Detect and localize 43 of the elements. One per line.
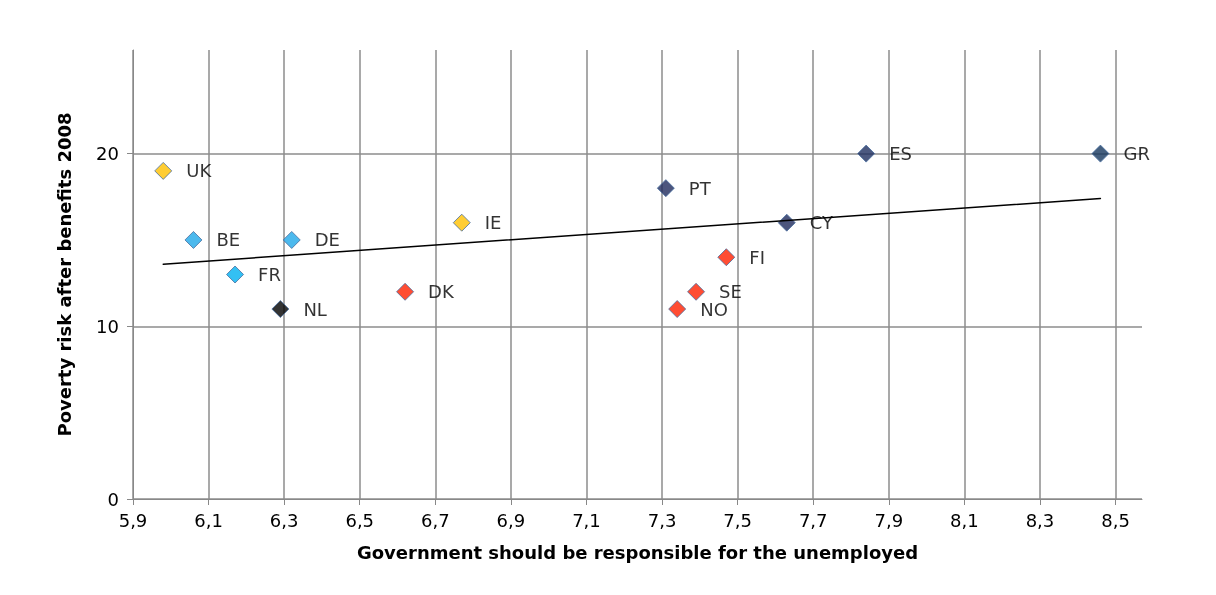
series-label: DE <box>314 229 340 251</box>
point <box>271 300 290 319</box>
x-tick-label: 8,1 <box>950 509 979 531</box>
series-label: GR <box>1123 143 1150 165</box>
x-tick-label: 7,7 <box>798 509 828 531</box>
point <box>282 230 301 249</box>
series-label: DK <box>428 281 455 303</box>
series-label: NL <box>303 298 327 320</box>
x-tick-label: 5,9 <box>118 509 148 531</box>
x-tick-label: 6,9 <box>496 509 526 531</box>
series-label: UK <box>186 160 213 182</box>
x-tick-label: 6,3 <box>269 509 299 531</box>
series-label: IE <box>484 212 502 234</box>
x-tick-label: 7,1 <box>572 509 601 531</box>
point <box>656 179 675 198</box>
x-tick-label: 8,5 <box>1101 509 1130 531</box>
point <box>154 161 173 180</box>
x-tick-label: 7,9 <box>874 509 904 531</box>
point <box>687 282 706 301</box>
series-label: PT <box>688 177 712 199</box>
y-tick-label: 20 <box>96 143 119 165</box>
point <box>857 144 876 163</box>
y-tick-label: 0 <box>107 488 119 510</box>
x-tick-label: 6,7 <box>421 509 450 531</box>
x-tick-label: 6,5 <box>345 509 375 531</box>
x-tick-label: 6,1 <box>194 509 223 531</box>
x-axis-title: Government should be responsible for the unemployed <box>356 541 919 563</box>
y-tick-label: 10 <box>96 315 119 337</box>
point <box>1091 144 1110 163</box>
x-tick-label: 7,3 <box>647 509 677 531</box>
point <box>226 265 245 284</box>
series-label: FI <box>749 246 765 268</box>
point <box>396 282 415 301</box>
point <box>452 213 471 232</box>
point <box>668 300 687 319</box>
series-label: BE <box>216 229 241 251</box>
x-tick-label: 7,5 <box>723 509 752 531</box>
point <box>184 230 203 249</box>
series-label: ES <box>889 143 912 165</box>
series-label: FR <box>258 264 281 285</box>
x-tick-label: 8,3 <box>1025 509 1055 531</box>
y-axis-title: Poverty risk after benefits 2008 <box>53 112 75 437</box>
point <box>717 248 736 267</box>
